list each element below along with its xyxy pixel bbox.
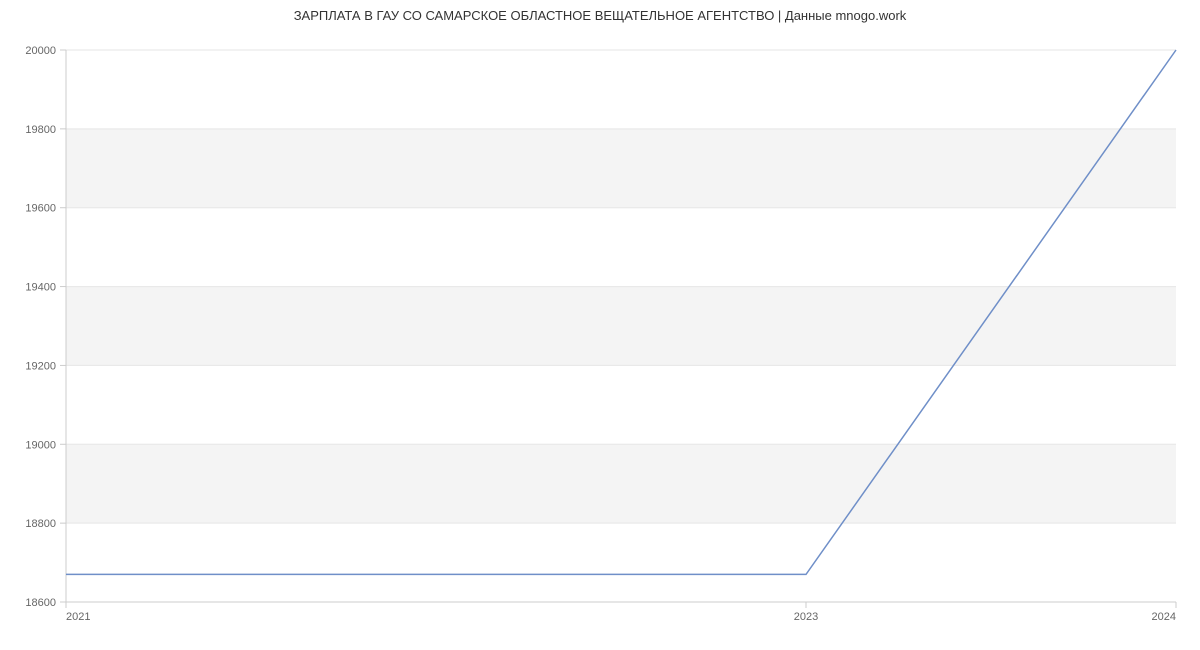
grid-band [66, 444, 1176, 523]
chart-container: 18600 18800 19000 19200 19400 19600 19800 20000… [0, 30, 1200, 630]
line-chart: 18600 18800 19000 19200 19400 19600 19800 20000… [0, 30, 1200, 630]
y-tick-label: 18600 [25, 597, 56, 609]
grid-band [66, 129, 1176, 208]
x-tick-label: 2021 [66, 611, 90, 623]
y-tick-label: 19800 [25, 124, 56, 136]
y-tick-label: 19400 [25, 282, 56, 294]
x-tick-label: 2024 [1152, 611, 1176, 623]
x-tick-label: 2023 [794, 611, 818, 623]
grid-band [66, 287, 1176, 366]
y-tick-label: 19200 [25, 360, 56, 372]
chart-title: ЗАРПЛАТА В ГАУ СО САМАРСКОЕ ОБЛАСТНОЕ ВЕ… [0, 0, 1200, 23]
y-tick-label: 20000 [25, 45, 56, 57]
y-tick-label: 19000 [25, 439, 56, 451]
y-tick-label: 18800 [25, 518, 56, 530]
y-tick-label: 19600 [25, 203, 56, 215]
